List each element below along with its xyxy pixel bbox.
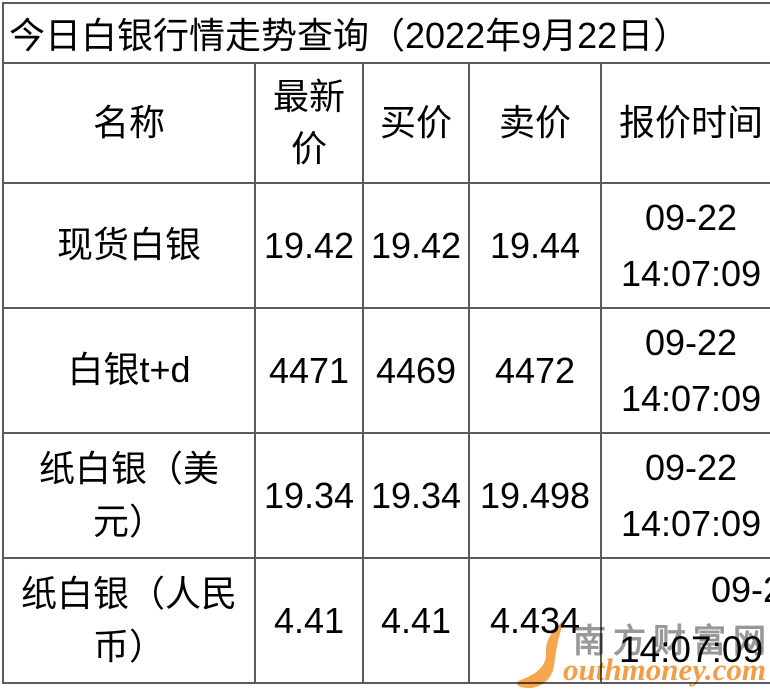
- table-row-paper-silver-cny: 纸白银（人民 币） 4.41 4.41 4.434 09-22 14:07:09: [2, 557, 770, 684]
- cell-latest-price: 19.42: [254, 182, 364, 309]
- silver-price-table: 今日白银行情走势查询（2022年9月22日） 名称 最新 价 买价 卖价 报价时…: [1, 2, 770, 684]
- cell-buy-price: 19.34: [362, 432, 470, 559]
- cell-name: 现货白银: [2, 182, 256, 309]
- quote-time-value: 14:07:09: [620, 252, 762, 294]
- header-cell-sell-price: 卖价: [468, 62, 602, 184]
- table-row-paper-silver-usd: 纸白银（美 元） 19.34 19.34 19.498 09-22 14:07:…: [2, 432, 770, 559]
- cell-name: 纸白银（人民 币）: [2, 557, 256, 684]
- quote-date: 09-22: [644, 321, 738, 363]
- cell-quote-time: 09-22 14:07:09: [599, 432, 770, 559]
- quote-date: 09-22: [644, 446, 738, 488]
- header-row: 名称 最新 价 买价 卖价 报价时间: [2, 62, 770, 184]
- cell-name: 纸白银（美 元）: [2, 432, 256, 559]
- table-row-silver-td: 白银t+d 4471 4469 4472 09-22 14:07:09: [2, 307, 770, 434]
- cell-buy-price: 19.42: [362, 182, 470, 309]
- header-label: 卖价: [498, 101, 571, 143]
- cell-buy-price: 4.41: [362, 557, 470, 684]
- cell-latest-price: 19.34: [254, 432, 364, 559]
- title-row: 今日白银行情走势查询（2022年9月22日）: [1, 2, 770, 64]
- table-row-spot-silver: 现货白银 19.42 19.42 19.44 09-22 14:07:09: [2, 182, 770, 309]
- cell-quote-time: 09-22 14:07:09: [599, 557, 770, 684]
- quote-time-value: 14:07:09: [620, 502, 762, 544]
- cell-latest-price: 4.41: [254, 557, 364, 684]
- quote-time-value: 14:07:09: [620, 377, 762, 419]
- cell-sell-price: 4.434: [468, 557, 602, 684]
- cell-quote-time: 09-22 14:07:09: [599, 307, 770, 434]
- cell-quote-time: 09-22 14:07:09: [599, 182, 770, 309]
- cell-latest-price: 4471: [254, 307, 364, 434]
- quote-date: 09-22: [710, 569, 770, 611]
- header-cell-latest-price: 最新 价: [254, 62, 364, 184]
- cell-name: 白银t+d: [2, 307, 256, 434]
- header-label: 最新 价: [272, 75, 345, 169]
- cell-sell-price: 4472: [468, 307, 602, 434]
- quote-time-value: 14:07:09: [619, 629, 764, 671]
- header-cell-buy-price: 买价: [362, 62, 470, 184]
- quote-date: 09-22: [644, 196, 738, 238]
- header-label: 报价时间: [619, 101, 764, 143]
- cell-sell-price: 19.44: [468, 182, 602, 309]
- header-cell-name: 名称: [2, 62, 256, 184]
- page-title: 今日白银行情走势查询（2022年9月22日）: [1, 2, 770, 64]
- header-label: 买价: [379, 101, 452, 143]
- header-label: 名称: [92, 101, 165, 143]
- header-cell-quote-time: 报价时间: [599, 62, 770, 184]
- cell-buy-price: 4469: [362, 307, 470, 434]
- cell-sell-price: 19.498: [468, 432, 602, 559]
